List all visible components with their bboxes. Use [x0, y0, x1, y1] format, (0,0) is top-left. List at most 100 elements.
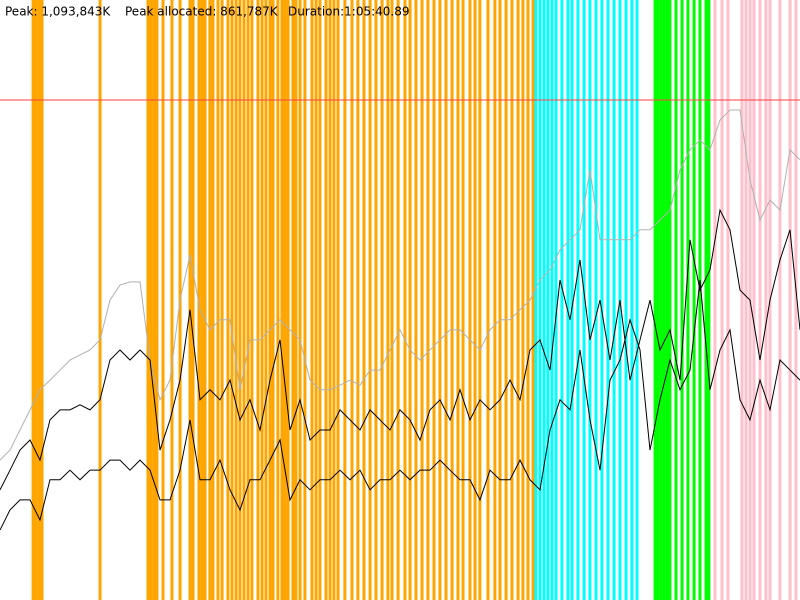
duration-stat: Duration:1:05:40.89 — [288, 5, 410, 19]
gc-event — [778, 0, 782, 600]
gc-event — [161, 0, 165, 600]
gc-event — [521, 0, 525, 600]
gc-event — [294, 0, 298, 600]
gc-event — [403, 0, 407, 600]
gc-event — [324, 0, 328, 600]
gc-event — [220, 0, 224, 600]
gc-event — [635, 0, 639, 600]
gc-event — [758, 0, 762, 600]
gc-event — [276, 0, 280, 600]
gc-event — [444, 0, 448, 600]
gc-event — [408, 0, 412, 600]
gc-event — [594, 0, 598, 600]
gc-event — [152, 0, 156, 600]
gc-event — [653, 0, 657, 600]
gc-event — [37, 0, 41, 600]
gc-event — [374, 0, 378, 600]
gc-event — [426, 0, 430, 600]
gc-event — [283, 0, 287, 600]
gc-event — [280, 0, 284, 600]
gc-event — [542, 0, 546, 600]
gc-event — [468, 0, 472, 600]
gc-event — [314, 0, 318, 600]
gc-event — [588, 0, 592, 600]
gc-event — [740, 0, 744, 600]
gc-event — [606, 0, 610, 600]
gc-event — [674, 0, 678, 600]
gc-event — [570, 0, 574, 600]
gc-event — [526, 0, 530, 600]
gc-event — [662, 0, 666, 600]
gc-event — [704, 0, 708, 600]
gc-event — [618, 0, 622, 600]
gc-event — [659, 0, 663, 600]
gc-event — [668, 0, 672, 600]
gc-event — [256, 0, 260, 600]
gc-event — [554, 0, 558, 600]
gc-event — [208, 0, 212, 600]
gc-event — [560, 0, 564, 600]
gc-event — [550, 0, 554, 600]
gc-event — [698, 0, 702, 600]
gc-event — [332, 0, 336, 600]
gc-event — [390, 0, 394, 600]
gc-event — [720, 0, 724, 600]
gc-event — [368, 0, 372, 600]
gc-event — [350, 0, 354, 600]
gc-event — [744, 0, 748, 600]
gc-event — [686, 0, 690, 600]
peak-stat: Peak: 1,093,843K — [5, 5, 111, 19]
gc-event — [216, 0, 220, 600]
gc-event — [356, 0, 360, 600]
gc-event — [230, 0, 234, 600]
gc-event — [246, 0, 250, 600]
gc-event — [260, 0, 264, 600]
memory-line — [0, 208, 800, 491]
gc-event — [203, 0, 207, 600]
gc-event — [764, 0, 768, 600]
gc-event — [680, 0, 684, 600]
gc-event — [396, 0, 400, 600]
gc-event — [478, 0, 482, 600]
gc-event — [438, 0, 442, 600]
gc-event — [450, 0, 454, 600]
gc-event — [461, 0, 465, 600]
gc-event — [600, 0, 604, 600]
gc-event — [318, 0, 322, 600]
gc-event — [343, 0, 347, 600]
gc-event — [788, 0, 792, 600]
gc-event — [146, 0, 150, 600]
gc-event — [264, 0, 268, 600]
gc-event — [538, 0, 542, 600]
gc-event — [188, 0, 192, 600]
gc-event — [493, 0, 497, 600]
gc-event — [211, 0, 215, 600]
gc-event — [328, 0, 332, 600]
gc-event — [576, 0, 580, 600]
gc-event — [250, 0, 254, 600]
gc-event — [362, 0, 366, 600]
gc-event — [486, 0, 490, 600]
gc-event — [498, 0, 502, 600]
gc-event — [794, 0, 798, 600]
peak-allocated-stat: Peak allocated: 861,787K — [125, 5, 279, 19]
gc-event — [420, 0, 424, 600]
gc-event — [531, 0, 535, 600]
gc-event — [534, 0, 538, 600]
gc-event — [380, 0, 384, 600]
gc-event — [456, 0, 460, 600]
gc-event — [234, 0, 238, 600]
gc-event — [692, 0, 696, 600]
gc-event — [291, 0, 295, 600]
gc-event — [665, 0, 669, 600]
gc-event — [516, 0, 520, 600]
gc-event — [286, 0, 290, 600]
memory-lines — [0, 99, 800, 531]
gc-event — [414, 0, 418, 600]
gc-event — [226, 0, 230, 600]
gc-event — [726, 0, 730, 600]
gc-event — [271, 0, 275, 600]
gc-event — [170, 0, 174, 600]
